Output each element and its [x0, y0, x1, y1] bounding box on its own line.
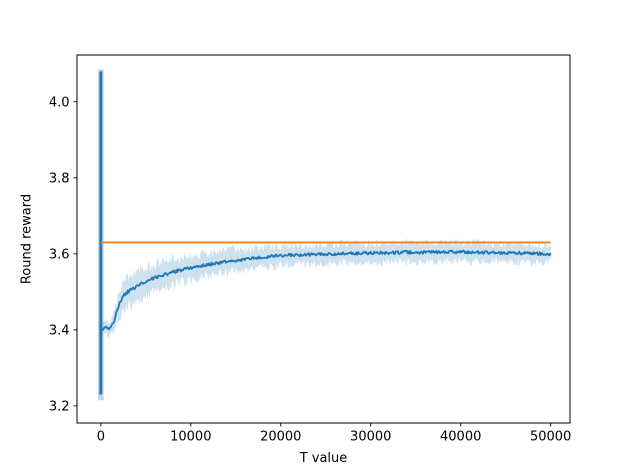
y-tick-label: 3.4: [49, 323, 70, 338]
x-axis-label: T value: [299, 451, 348, 466]
y-tick-label: 3.6: [49, 247, 70, 262]
y-tick-label: 3.2: [49, 399, 70, 414]
x-tick-label: 10000: [170, 430, 211, 445]
x-tick-label: 0: [97, 430, 105, 445]
x-tick-label: 20000: [260, 430, 301, 445]
x-tick-label: 40000: [440, 430, 481, 445]
x-tick-label: 30000: [350, 430, 391, 445]
y-tick-label: 3.8: [49, 171, 70, 186]
mean-reward-line: [100, 249, 552, 331]
x-tick-label: 50000: [530, 430, 571, 445]
y-tick-label: 4.0: [49, 95, 70, 110]
axes-spines: [76, 54, 571, 424]
y-axis-label: Round reward: [19, 193, 35, 285]
